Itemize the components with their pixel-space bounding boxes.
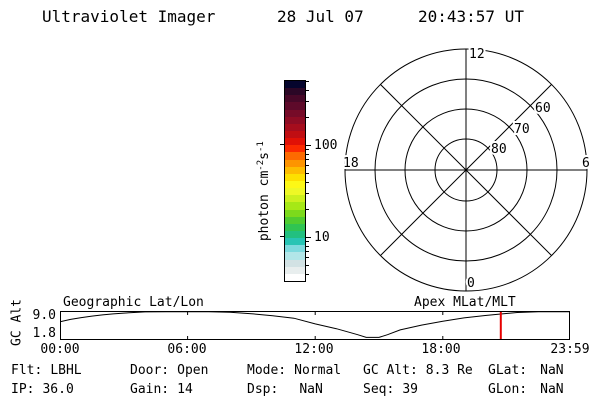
timeline-frame bbox=[60, 311, 570, 340]
colorbar-tick-marks bbox=[306, 80, 312, 282]
status-dsp: Dsp: NaN bbox=[247, 382, 323, 397]
glat-value: NaN bbox=[540, 363, 564, 378]
flt-label: Flt: bbox=[11, 363, 43, 378]
gc-alt-axis-label: GC Alt bbox=[9, 299, 25, 346]
ip-value: 36.0 bbox=[42, 382, 74, 397]
x-tick-0000: 00:00 bbox=[40, 342, 80, 357]
seq-label: Seq: bbox=[363, 382, 395, 397]
status-glat: GLat: NaN bbox=[488, 363, 564, 378]
colorbar-unit-label: photon cm-2s-1 bbox=[256, 131, 272, 251]
timeline-hour-ticks bbox=[187, 312, 444, 339]
x-tick-1800: 18:00 bbox=[421, 342, 461, 357]
status-flt: Flt: LBHL bbox=[11, 363, 82, 378]
status-door: Door: Open bbox=[130, 363, 208, 378]
mlt-label-18: 18 bbox=[343, 156, 359, 171]
x-tick-0600: 06:00 bbox=[167, 342, 207, 357]
glon-value: NaN bbox=[540, 382, 564, 397]
mode-value: Normal bbox=[294, 363, 342, 378]
dsp-value: NaN bbox=[299, 382, 323, 397]
colorbar-tick-label-100: 100 bbox=[314, 138, 338, 153]
glon-label: GLon: bbox=[488, 382, 528, 397]
observation-date: 28 Jul 07 bbox=[277, 7, 364, 26]
timeline-left-title: Geographic Lat/Lon bbox=[63, 295, 204, 310]
door-label: Door: bbox=[130, 363, 170, 378]
status-gc-alt: GC Alt: 8.3 Re bbox=[363, 363, 473, 378]
mlat-label-60: 60 bbox=[535, 101, 551, 116]
polar-dial-plot: 12 6 0 18 60 70 80 bbox=[341, 45, 592, 293]
mlat-label-70: 70 bbox=[514, 122, 530, 137]
mode-label: Mode: bbox=[247, 363, 287, 378]
flt-value: LBHL bbox=[50, 363, 82, 378]
seq-value: 39 bbox=[402, 382, 418, 397]
status-ip: IP: 36.0 bbox=[11, 382, 74, 397]
mlt-label-12: 12 bbox=[469, 47, 485, 62]
timeline-right-title: Apex MLat/MLT bbox=[414, 295, 516, 310]
mlt-label-0: 0 bbox=[467, 276, 475, 291]
dsp-label: Dsp: bbox=[247, 382, 279, 397]
door-value: Open bbox=[177, 363, 209, 378]
colorbar-tick-label-10: 10 bbox=[314, 230, 330, 245]
altitude-curve bbox=[60, 311, 570, 338]
mlt-spokes bbox=[345, 49, 587, 291]
ip-label: IP: bbox=[11, 382, 35, 397]
x-tick-1200: 12:00 bbox=[294, 342, 334, 357]
gain-value: 14 bbox=[177, 382, 193, 397]
status-glon: GLon: NaN bbox=[488, 382, 564, 397]
unit-exponent-2: -1 bbox=[255, 141, 266, 153]
unit-text-s: s bbox=[257, 152, 273, 160]
y-tick-9-0: 9.0 bbox=[32, 308, 56, 323]
unit-exponent: -2 bbox=[255, 159, 266, 171]
colorbar-gradient bbox=[284, 80, 306, 282]
mlt-label-6: 6 bbox=[582, 156, 590, 171]
gc-alt-label: GC Alt: bbox=[363, 363, 418, 378]
colorbar-left-tick-100 bbox=[280, 144, 284, 145]
unit-text: photon cm bbox=[257, 170, 273, 242]
glat-label: GLat: bbox=[488, 363, 528, 378]
status-mode: Mode: Normal bbox=[247, 363, 341, 378]
app-title: Ultraviolet Imager bbox=[42, 7, 216, 26]
mlat-label-80: 80 bbox=[491, 142, 507, 157]
x-tick-2359: 23:59 bbox=[550, 342, 590, 357]
status-gain: Gain: 14 bbox=[130, 382, 193, 397]
observation-time: 20:43:57 UT bbox=[418, 7, 524, 26]
gc-alt-value: 8.3 Re bbox=[425, 363, 473, 378]
y-tick-1-8: 1.8 bbox=[32, 326, 56, 341]
colorbar-left-tick-10 bbox=[280, 236, 284, 237]
gain-label: Gain: bbox=[130, 382, 170, 397]
altitude-timeline-plot bbox=[60, 311, 570, 340]
status-seq: Seq: 39 bbox=[363, 382, 418, 397]
